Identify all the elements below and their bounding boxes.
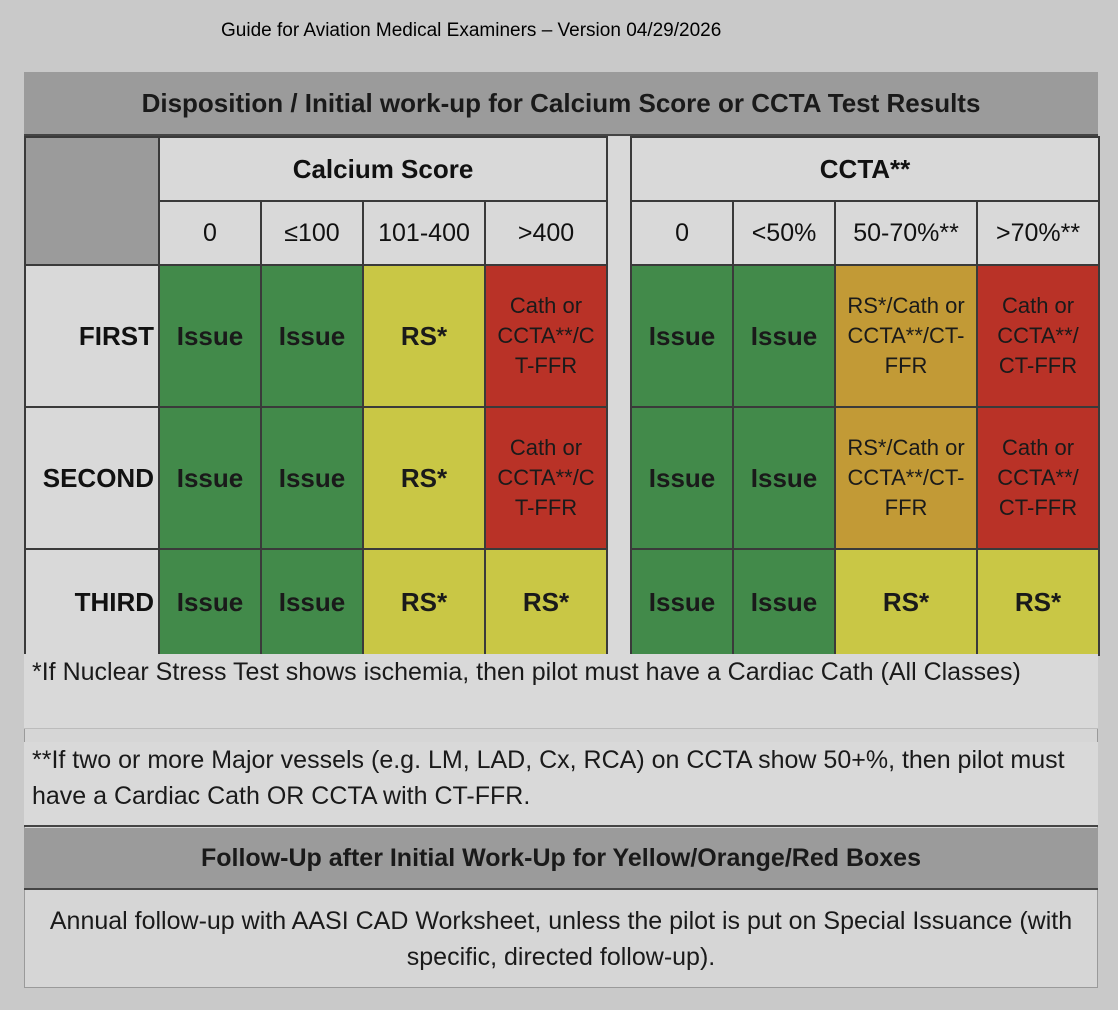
disposition-cell: RS* bbox=[362, 406, 486, 550]
table-title: Disposition / Initial work-up for Calciu… bbox=[24, 72, 1098, 136]
disposition-cell: Issue bbox=[260, 406, 364, 550]
col-header: <50% bbox=[732, 200, 837, 266]
column-gap bbox=[606, 137, 633, 655]
disposition-cell: Issue bbox=[630, 406, 735, 550]
disposition-cell: Issue bbox=[260, 264, 364, 408]
disposition-cell: Issue bbox=[732, 406, 837, 550]
disposition-cell: Cath or CCTA**/C T-FFR bbox=[483, 406, 609, 550]
disposition-cell: RS* bbox=[834, 548, 979, 656]
followup-text: Annual follow-up with AASI CAD Worksheet… bbox=[49, 907, 1073, 971]
row-header-second: SECOND bbox=[24, 406, 160, 550]
disposition-cell: Issue bbox=[732, 548, 837, 656]
disposition-cell: RS* bbox=[976, 548, 1101, 656]
followup-title: Follow-Up after Initial Work-Up for Yell… bbox=[24, 828, 1098, 890]
disposition-cell: Issue bbox=[158, 264, 262, 408]
disposition-cell: Issue bbox=[158, 406, 262, 550]
disposition-cell: Issue bbox=[732, 264, 837, 408]
disposition-cell: RS* bbox=[362, 548, 486, 656]
footnote-nuclear-stress: *If Nuclear Stress Test shows ischemia, … bbox=[24, 654, 1098, 729]
disposition-cell: Issue bbox=[630, 548, 735, 656]
page-header: Guide for Aviation Medical Examiners – V… bbox=[221, 20, 722, 41]
row-header-first: FIRST bbox=[24, 264, 160, 408]
disposition-cell: RS*/Cath or CCTA**/CT- FFR bbox=[834, 264, 979, 408]
col-header: 0 bbox=[630, 200, 735, 266]
disposition-cell: RS* bbox=[483, 548, 609, 656]
disposition-cell: RS* bbox=[362, 264, 486, 408]
disposition-cell: Cath or CCTA**/ CT-FFR bbox=[976, 406, 1101, 550]
disposition-cell: Cath or CCTA**/C T-FFR bbox=[483, 264, 609, 408]
col-header: 101-400 bbox=[362, 200, 486, 266]
row-header-third: THIRD bbox=[24, 548, 160, 656]
disposition-cell: Cath or CCTA**/ CT-FFR bbox=[976, 264, 1101, 408]
col-header: >70%** bbox=[976, 200, 1101, 266]
disposition-cell: Issue bbox=[260, 548, 364, 656]
footnote-major-vessels: **If two or more Major vessels (e.g. LM,… bbox=[24, 742, 1098, 827]
disposition-cell: Issue bbox=[158, 548, 262, 656]
disposition-cell: RS*/Cath or CCTA**/CT- FFR bbox=[834, 406, 979, 550]
col-header: 50-70%** bbox=[834, 200, 979, 266]
col-header: ≤100 bbox=[260, 200, 364, 266]
col-header: 0 bbox=[158, 200, 262, 266]
disposition-cell: Issue bbox=[630, 264, 735, 408]
col-header: >400 bbox=[483, 200, 609, 266]
group-ccta: CCTA** bbox=[630, 136, 1101, 202]
disposition-table: Calcium Score CCTA** 0 ≤100 101-400 >400… bbox=[24, 136, 1101, 656]
corner-cell bbox=[24, 136, 160, 266]
group-calcium-score: Calcium Score bbox=[157, 136, 609, 202]
